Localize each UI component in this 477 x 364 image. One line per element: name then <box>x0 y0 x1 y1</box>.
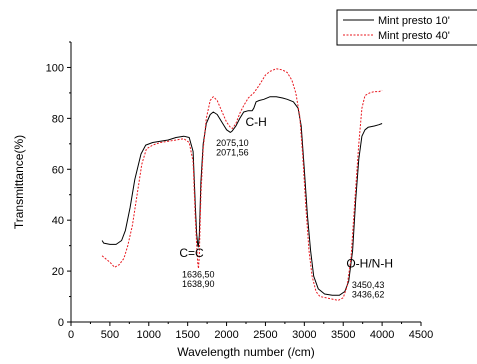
x-tick-label: 2500 <box>253 329 277 341</box>
y-tick-label: 40 <box>52 215 64 227</box>
x-tick-label: 0 <box>68 329 74 341</box>
x-axis-title: Wavelength number (/cm) <box>177 345 315 359</box>
x-tick-label: 3500 <box>331 329 355 341</box>
annotation-label: C-H <box>245 115 266 129</box>
axes-layer: 0 500 1000 1500 2000 2500 3000 3500 4000 4500 0 20 4… <box>12 41 433 359</box>
y-tick-label: 60 <box>52 164 64 176</box>
annotation-label: 3436,62 <box>352 290 385 300</box>
y-tick-label: 0 <box>58 317 64 329</box>
x-tick-label: 2000 <box>214 329 238 341</box>
series-line-2 <box>101 68 383 301</box>
annotation-label: C=C <box>179 246 204 260</box>
legend: Mint presto 10' Mint presto 40' <box>336 9 477 46</box>
annotation-label: 3450,43 <box>352 280 385 290</box>
series-layer <box>101 68 383 301</box>
x-tick-label: 4000 <box>370 329 394 341</box>
x-tick-label: 1000 <box>137 329 161 341</box>
y-tick-label: 80 <box>52 113 64 125</box>
legend-label-2: Mint presto 40' <box>378 30 450 42</box>
annotation-label: O-H/N-H <box>346 256 393 270</box>
y-tick-label: 100 <box>46 62 64 74</box>
annotation-label: 1638,90 <box>182 279 215 289</box>
legend-label-1: Mint presto 10' <box>378 15 450 27</box>
y-axis-title: Transmittance(%) <box>12 135 26 229</box>
y-tick-label: 20 <box>52 266 64 278</box>
x-tick-label: 3000 <box>292 329 316 341</box>
annotation-label: 1636,50 <box>182 269 215 279</box>
annotation-label: 2075,10 <box>216 138 249 148</box>
annotation-label: 2071,56 <box>216 147 249 157</box>
x-tick-label: 1500 <box>175 329 199 341</box>
x-tick-label: 500 <box>101 329 119 341</box>
legend-box <box>336 9 477 46</box>
series-line-1 <box>101 96 383 296</box>
x-tick-label: 4500 <box>409 329 433 341</box>
